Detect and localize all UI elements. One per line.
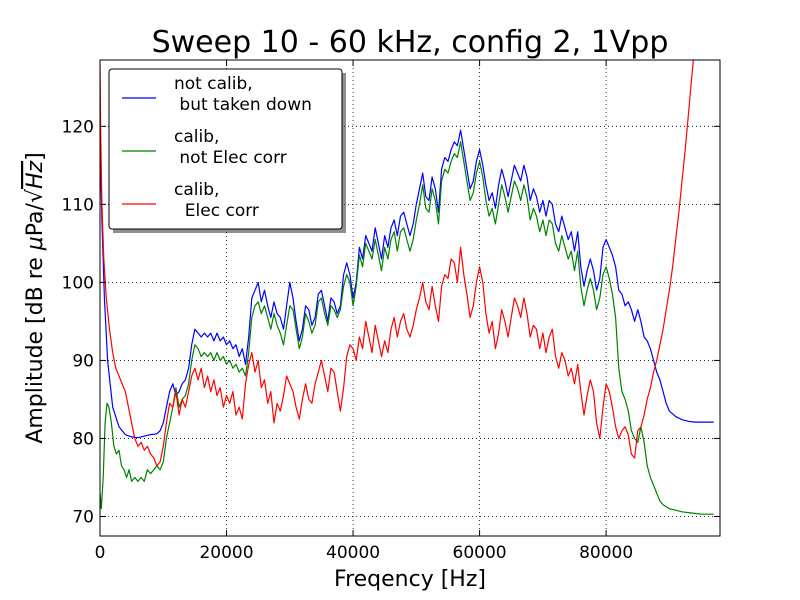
legend-label-line1: calib,	[174, 127, 219, 147]
legend-label-line2: Elec corr	[174, 201, 259, 221]
legend-label-line2: but taken down	[174, 95, 312, 115]
series-line-not-calib	[100, 129, 714, 439]
y-axis-label-prefix: Amplitude [dB re	[23, 250, 48, 443]
y-tick-label: 90	[72, 351, 94, 371]
legend-entries: not calib, but taken down calib, not Elec…	[122, 74, 312, 221]
plot-frame	[99, 59, 721, 537]
ticks: 0 20000 40000 60000 80000 70 80 90 100 110 120	[62, 60, 720, 563]
y-axis-label-sqrt: √	[23, 188, 48, 203]
legend-box	[108, 68, 343, 230]
y-tick-label: 110	[62, 195, 94, 215]
x-tick-label: 40000	[326, 543, 380, 563]
series-line-calib-elec-corr	[100, 60, 694, 467]
legend-entry-calib-elec-corr: calib, Elec corr	[122, 180, 259, 221]
y-tick-label: 80	[72, 429, 94, 449]
y-tick-label: 70	[72, 507, 94, 527]
y-axis-label-mu: μ	[23, 236, 48, 251]
x-tick-label: 0	[95, 543, 106, 563]
legend-label-line1: not calib,	[174, 74, 253, 94]
legend-entry-not-calib: not calib, but taken down	[122, 74, 312, 115]
x-axis-label: Freqency [Hz]	[334, 567, 486, 592]
chart-title: Sweep 10 - 60 kHz, config 2, 1Vpp	[152, 25, 669, 60]
legend: not calib, but taken down calib, not Elec…	[108, 68, 346, 233]
legend-label-line2: not Elec corr	[174, 148, 287, 168]
y-axis-label-hz: Hz	[23, 160, 48, 189]
y-tick-label: 100	[62, 273, 94, 293]
y-axis-label-unit: Pa/	[23, 202, 48, 236]
legend-entry-calib-not-elec-corr: calib, not Elec corr	[122, 127, 287, 168]
x-tick-label: 20000	[199, 543, 253, 563]
series-layer	[100, 60, 714, 515]
y-axis-label: Amplitude [dB re μPa/√Hz]	[23, 152, 48, 443]
y-axis-label-suffix: ]	[23, 152, 48, 161]
x-tick-label: 80000	[579, 543, 633, 563]
series-line-calib-not-elec-corr	[100, 141, 714, 515]
legend-label-line1: calib,	[174, 180, 219, 200]
y-tick-label: 120	[62, 117, 94, 137]
x-tick-label: 60000	[453, 543, 507, 563]
